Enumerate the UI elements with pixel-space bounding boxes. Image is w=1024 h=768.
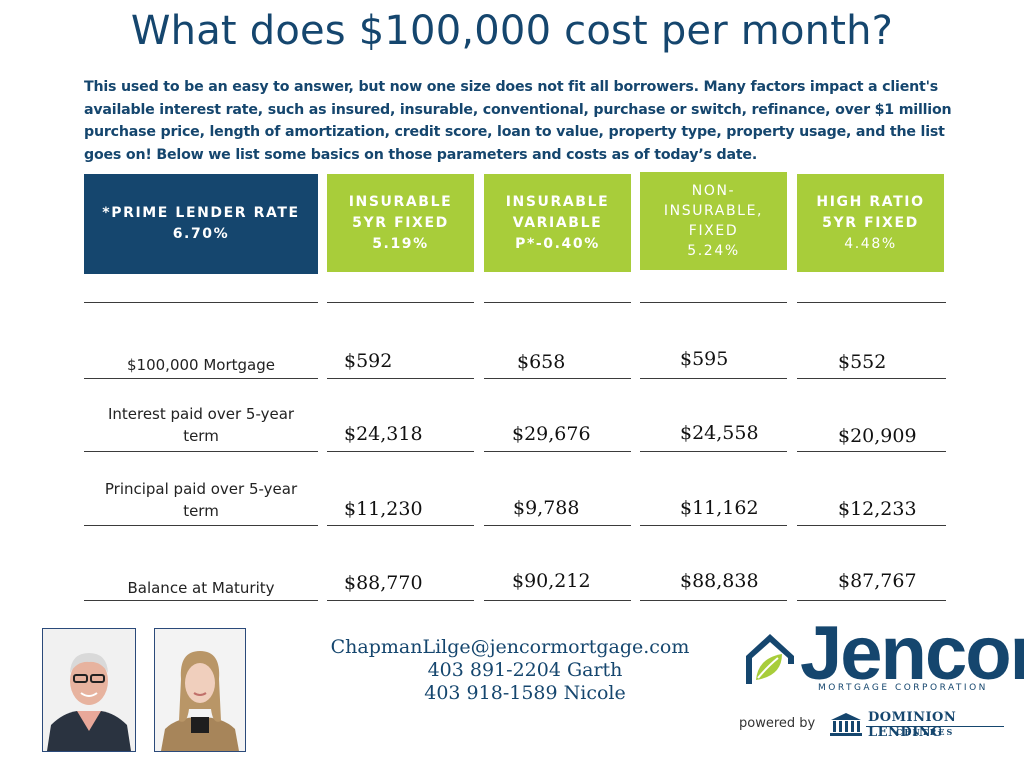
jencor-logo-tagline: MORTGAGE CORPORATION (818, 683, 988, 693)
value-mortgage-col4: $552 (838, 351, 887, 373)
jencor-house-leaf-icon (746, 634, 794, 684)
value-mortgage-col3: $595 (680, 348, 729, 370)
divider (797, 451, 946, 452)
value-mortgage-col2: $658 (517, 351, 566, 373)
divider (640, 451, 787, 452)
divider (640, 525, 787, 526)
row-label-balance: Balance at Maturity (127, 579, 275, 597)
header-non-insurable-fixed: NON- INSURABLE, FIXED 5.24% (640, 172, 787, 270)
divider (866, 726, 1004, 727)
header-prime-rate: *PRIME LENDER RATE 6.70% (84, 174, 318, 274)
divider (797, 302, 946, 303)
row-label-principal-line1: Principal paid over 5-year (104, 480, 298, 498)
contact-block: ChapmanLilge@jencormortgage.com 403 891-… (318, 636, 702, 705)
value-interest-col3: $24,558 (680, 422, 759, 444)
value-balance-col3: $88,838 (680, 570, 759, 592)
row-label-mortgage: $100,000 Mortgage (127, 356, 275, 374)
contact-email[interactable]: ChapmanLilge@jencormortgage.com (330, 636, 690, 658)
header-col2-line2: VARIABLE (512, 214, 603, 231)
value-balance-col4: $87,767 (838, 570, 917, 592)
divider (484, 378, 631, 379)
dominion-building-icon (830, 713, 862, 736)
value-mortgage-col1: $592 (344, 350, 393, 372)
value-principal-col2: $9,788 (513, 497, 580, 519)
row-label-interest-line1: Interest paid over 5-year (107, 405, 295, 423)
dominion-lending-logo-sub: CENTRES (896, 727, 955, 737)
divider (327, 451, 474, 452)
value-interest-col1: $24,318 (344, 423, 423, 445)
header-col2-line1: INSURABLE (505, 193, 610, 210)
portrait-man-icon (43, 629, 135, 751)
jencor-logo-text: Jencor (800, 611, 1024, 696)
divider (484, 525, 631, 526)
divider (797, 378, 946, 379)
divider (484, 600, 631, 601)
value-principal-col1: $11,230 (344, 498, 423, 520)
header-col4-line1: HIGH RATIO (816, 193, 925, 210)
header-col3-line1: NON- (691, 183, 736, 199)
page-title: What does $100,000 cost per month? (130, 8, 894, 54)
contact-phone-garth[interactable]: 403 891-2204 Garth (427, 659, 623, 681)
divider (640, 302, 787, 303)
divider (797, 600, 946, 601)
header-prime-label: *PRIME LENDER RATE (102, 205, 300, 221)
header-col1-line2: 5YR FIXED (352, 214, 449, 231)
header-col3-rate: 5.24% (687, 243, 740, 259)
header-col4-rate: 4.48% (844, 235, 897, 252)
header-insurable-variable: INSURABLE VARIABLE P*-0.40% (484, 174, 631, 272)
divider (84, 525, 318, 526)
powered-by-label: powered by (739, 716, 816, 731)
value-interest-col4: $20,909 (838, 425, 917, 447)
dominion-lending-logo-text: DOMINION LENDING (868, 710, 957, 740)
divider (327, 302, 474, 303)
divider (484, 451, 631, 452)
contact-phone-nicole[interactable]: 403 918-1589 Nicole (424, 682, 626, 704)
header-col1-line1: INSURABLE (348, 193, 453, 210)
row-label-principal: Principal paid over 5-year term (84, 478, 318, 522)
divider (484, 302, 631, 303)
header-col1-rate: 5.19% (372, 235, 429, 252)
row-label-interest: Interest paid over 5-year term (84, 403, 318, 447)
header-insurable-5yr-fixed: INSURABLE 5YR FIXED 5.19% (327, 174, 474, 272)
portrait-woman-icon (155, 629, 245, 751)
header-col3-line3: FIXED (688, 223, 739, 239)
divider (327, 525, 474, 526)
row-label-interest-line2: term (183, 427, 219, 445)
divider (84, 378, 318, 379)
header-col4-line2: 5YR FIXED (822, 214, 919, 231)
value-principal-col4: $12,233 (838, 498, 917, 520)
divider (327, 378, 474, 379)
value-interest-col2: $29,676 (512, 423, 591, 445)
divider (84, 600, 318, 601)
divider (327, 600, 474, 601)
divider (640, 600, 787, 601)
header-col3-line2: INSURABLE, (663, 203, 764, 219)
header-high-ratio-5yr-fixed: HIGH RATIO 5YR FIXED 4.48% (797, 174, 944, 272)
photo-nicole (154, 628, 246, 752)
photo-garth (42, 628, 136, 752)
divider (797, 525, 946, 526)
divider (640, 378, 787, 379)
header-col2-rate: P*-0.40% (515, 235, 600, 252)
divider (84, 302, 318, 303)
row-label-principal-line2: term (183, 502, 219, 520)
value-balance-col1: $88,770 (344, 572, 423, 594)
header-prime-rate-value: 6.70% (172, 226, 230, 242)
intro-paragraph: This used to be an easy to answer, but n… (84, 79, 952, 163)
value-balance-col2: $90,212 (512, 570, 591, 592)
value-principal-col3: $11,162 (680, 497, 759, 519)
divider (84, 451, 318, 452)
